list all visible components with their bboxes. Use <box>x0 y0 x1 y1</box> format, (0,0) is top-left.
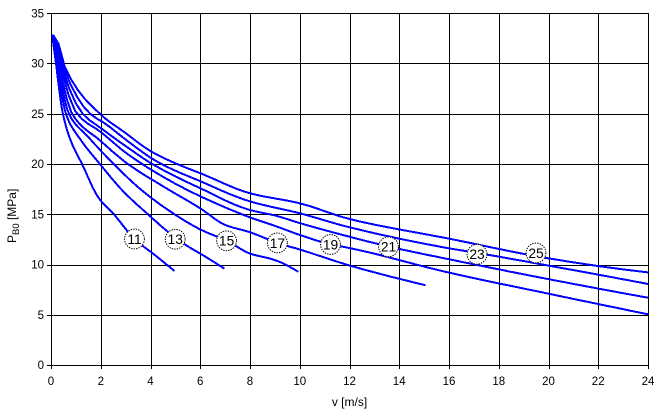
svg-text:5: 5 <box>38 310 44 322</box>
svg-text:15: 15 <box>219 234 235 249</box>
svg-text:25: 25 <box>31 109 44 121</box>
svg-text:18: 18 <box>492 376 505 388</box>
svg-text:0: 0 <box>48 376 54 388</box>
svg-text:4: 4 <box>147 376 154 388</box>
svg-text:16: 16 <box>443 376 456 388</box>
svg-text:6: 6 <box>197 376 203 388</box>
svg-text:17: 17 <box>270 236 285 251</box>
svg-text:10: 10 <box>293 376 306 388</box>
svg-text:22: 22 <box>592 376 605 388</box>
svg-text:10: 10 <box>31 260 44 272</box>
svg-text:15: 15 <box>31 209 44 221</box>
svg-text:20: 20 <box>31 159 44 171</box>
svg-text:25: 25 <box>528 246 544 261</box>
svg-text:23: 23 <box>469 247 485 262</box>
svg-text:24: 24 <box>642 376 655 388</box>
svg-text:0: 0 <box>38 360 44 372</box>
svg-text:35: 35 <box>31 9 44 21</box>
svg-text:8: 8 <box>247 376 253 388</box>
svg-text:21: 21 <box>381 240 396 255</box>
svg-text:2: 2 <box>98 376 104 388</box>
svg-text:14: 14 <box>393 376 406 388</box>
svg-text:v [m/s]: v [m/s] <box>332 395 367 409</box>
svg-text:11: 11 <box>127 232 141 247</box>
svg-text:12: 12 <box>343 376 356 388</box>
svg-text:19: 19 <box>323 237 339 252</box>
svg-text:13: 13 <box>168 232 184 247</box>
svg-text:30: 30 <box>31 59 44 71</box>
svg-text:20: 20 <box>542 376 555 388</box>
